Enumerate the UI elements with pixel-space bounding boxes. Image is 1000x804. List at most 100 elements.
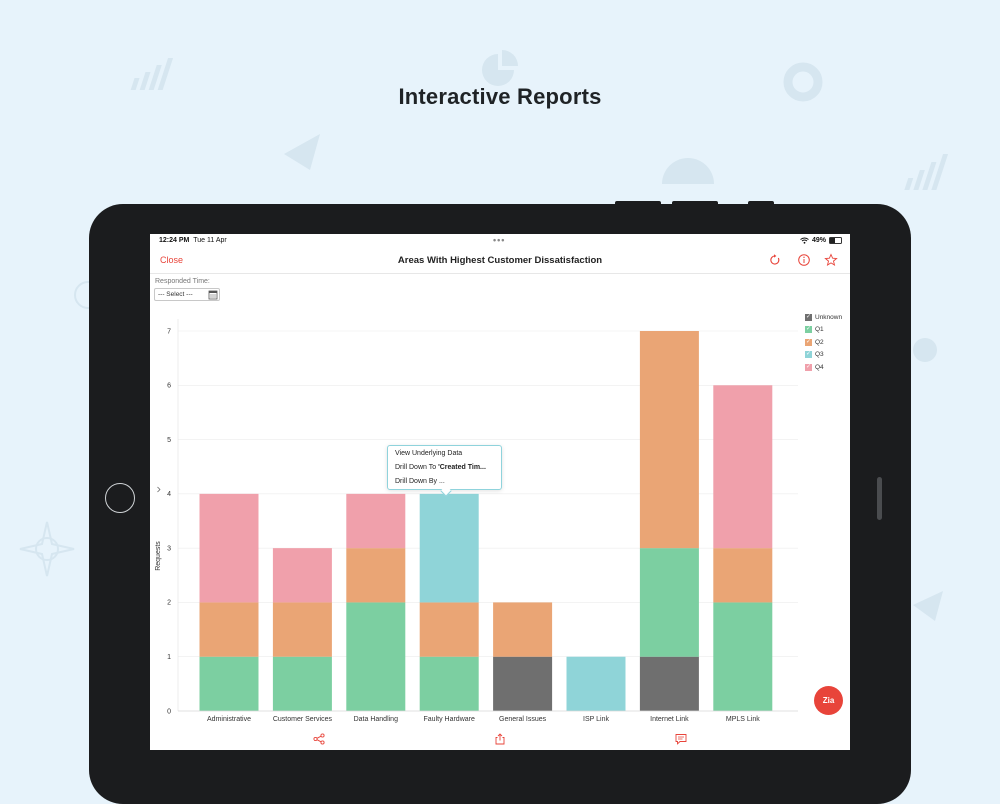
legend-checkbox-icon[interactable]: ✓ [805,326,812,334]
bar-segment-q1 [419,656,479,711]
report-title: Areas With Highest Customer Dissatisfact… [397,255,603,266]
star-icon[interactable] [824,253,838,267]
nav-bar: Close Areas With Highest Customer Dissat… [150,248,850,274]
headline: Interactive Reports [398,84,602,109]
app-screen: 12:24 PM Tue 11 Apr ••• 49% Close Areas … [150,234,850,750]
zia-label: Zia [822,696,835,705]
y-tick-label: 1 [167,654,171,661]
info-icon[interactable] [797,253,811,267]
bar-segment-q1 [639,548,699,657]
x-tick-label: MPLS Link [726,716,760,723]
bar-segment-q3 [419,493,479,603]
status-date: Tue 11 Apr [193,237,227,244]
bar-segment-q1 [346,602,406,711]
bar-segment-q4 [346,493,406,549]
context-menu: View Underlying Data Drill Down To 'Crea… [387,445,502,490]
bar-segment-q2 [419,602,479,657]
y-tick-label: 4 [167,491,171,498]
decorative-gauge-icon [662,158,714,184]
menu-item-drill-down-by[interactable]: Drill Down By ... [395,478,445,485]
home-button[interactable] [105,483,135,513]
y-tick-label: 3 [167,545,171,552]
refresh-icon[interactable] [768,253,782,267]
y-axis-label: Requests [155,541,162,571]
decorative-donut-icon [783,62,823,102]
decorative-pie-icon [482,50,518,86]
menu-item-drill-down-to-target: 'Created Tim... [438,464,486,471]
decorative-bar-chart-icon-2 [904,154,949,190]
bar-segment-q1 [199,656,259,711]
bar-segment-q4 [272,548,332,603]
legend-item-q1[interactable]: ✓ Q1 [805,324,842,337]
bar-segment-q2 [272,602,332,657]
bar-segment-q2 [713,548,773,603]
filter-label: Responded Time: [155,278,210,285]
close-button[interactable]: Close [160,255,184,265]
status-right: 49% [800,237,842,244]
status-time: 12:24 PM Tue 11 Apr [159,237,227,244]
status-bar: 12:24 PM Tue 11 Apr ••• 49% [150,234,850,248]
zia-assistant-button[interactable]: Zia [814,686,843,715]
legend-label: Q4 [815,363,824,371]
battery-percent: 49% [811,237,826,244]
legend-label: Q2 [815,338,824,346]
battery-fill [830,238,836,243]
legend-label: Unknown [815,313,843,321]
bar-segment-q2 [493,602,553,657]
menu-item-drill-down-to-prefix: Drill Down To [395,464,439,471]
calendar-icon[interactable] [208,289,218,300]
menu-item-drill-down-to[interactable]: Drill Down To 'Created Tim... [395,464,486,471]
stacked-bar-chart: 0 1 2 3 4 5 6 7 Requests Administrative Customer S… [155,319,798,723]
status-clock: 12:24 PM [159,237,190,244]
legend-item-q2[interactable]: ✓ Q2 [805,336,842,349]
x-tick-label: General Issues [499,716,547,723]
bar-segment-q2 [639,331,699,549]
chart-legend: ✓ Unknown ✓ Q1 ✓ Q2 ✓ Q3 ✓ Q4 [805,311,842,374]
side-indicator [877,477,882,520]
legend-checkbox-icon[interactable]: ✓ [805,313,812,321]
multitask-dots-icon[interactable]: ••• [493,235,506,245]
x-tick-label: ISP Link [583,716,609,723]
legend-item-q3[interactable]: ✓ Q3 [805,349,842,362]
legend-label: Q3 [815,351,824,359]
bar-segment-unknown [639,656,699,711]
legend-item-unknown[interactable]: ✓ Unknown [805,311,842,324]
wifi-icon [800,237,809,244]
decorative-bar-chart-icon [130,58,174,90]
bar-segment-unknown [493,656,553,711]
share-icon[interactable] [313,733,325,745]
bar-segment-q2 [346,548,406,603]
bar-segment-q3 [566,656,626,711]
y-tick-label: 2 [167,600,171,607]
y-axis-chevron-icon [157,486,161,493]
bar-segment-q1 [272,656,332,711]
legend-item-q4[interactable]: ✓ Q4 [805,361,842,374]
battery-icon [829,237,842,244]
x-tick-label: Faulty Hardware [424,716,475,723]
decorative-funnel-icon [284,134,320,170]
legend-checkbox-icon[interactable]: ✓ [805,351,812,359]
decorative-circle-icon [74,281,92,309]
y-tick-label: 5 [167,437,171,444]
responded-time-select[interactable]: --- Select --- [154,288,220,301]
x-tick-label: Data Handling [354,716,398,723]
bar-segment-q1 [713,602,773,711]
x-tick-label: Internet Link [650,716,689,723]
x-tick-label: Administrative [207,716,251,723]
export-icon[interactable] [494,733,506,745]
decorative-funnel-icon-2 [913,591,943,621]
y-tick-label: 0 [167,708,171,715]
x-tick-label: Customer Services [273,716,333,723]
legend-checkbox-icon[interactable]: ✓ [805,338,812,346]
decorative-shape-icon [913,338,937,362]
comment-icon[interactable] [675,733,687,745]
legend-checkbox-icon[interactable]: ✓ [805,363,812,371]
menu-item-view-underlying-data[interactable]: View Underlying Data [395,450,463,457]
y-tick-label: 6 [167,383,171,390]
decorative-compass-icon [19,521,75,577]
bar-segment-q4 [713,385,773,549]
filter-select-value: --- Select --- [158,290,193,298]
y-tick-label: 7 [167,328,171,335]
bar-segment-q4 [199,493,259,603]
bar-segment-q2 [199,602,259,657]
